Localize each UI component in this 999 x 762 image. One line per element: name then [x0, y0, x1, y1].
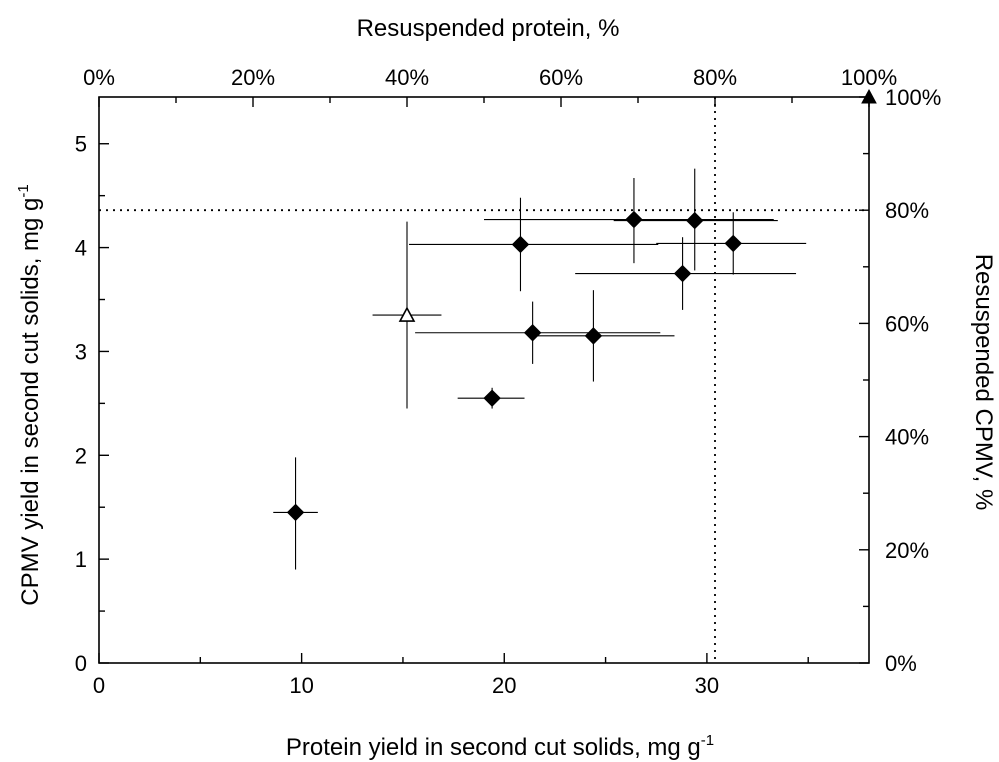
- y-tick-label: 2: [75, 443, 87, 468]
- data-markers: [286, 88, 877, 522]
- top-tick-label: 100%: [841, 65, 897, 90]
- top-tick-label: 40%: [385, 65, 429, 90]
- data-point-diamond: [286, 503, 305, 522]
- x-tick-label: 0: [93, 673, 105, 698]
- axes: [98, 96, 870, 664]
- top-tick-label: 80%: [693, 65, 737, 90]
- data-point-diamond: [584, 327, 603, 345]
- y-tick-label: 1: [75, 547, 87, 572]
- tick-labels: 0 10 20 30 0 1 2 3 4 5 0% 20% 40% 60% 80% 100% 0% 20% 40% 6…: [75, 65, 942, 698]
- x-tick-label: 10: [289, 673, 313, 698]
- tick-marks: [98, 96, 870, 664]
- plot-frame: [98, 96, 870, 664]
- y-axis-title-superscript: -1: [15, 184, 32, 197]
- top-tick-label: 0%: [83, 65, 115, 90]
- reference-lines: [99, 97, 869, 663]
- error-bars: [273, 96, 870, 570]
- x-axis-title: Protein yield in second cut solids, mg g…: [286, 732, 714, 761]
- right-tick-label: 40%: [885, 425, 929, 450]
- data-point-open-triangle: [398, 306, 416, 322]
- data-point-diamond: [673, 264, 692, 283]
- top-tick-label: 60%: [539, 65, 583, 90]
- y-tick-label: 4: [75, 236, 87, 261]
- y-tick-label: 3: [75, 339, 87, 364]
- right-tick-label: 0%: [885, 651, 917, 676]
- right-tick-label: 80%: [885, 198, 929, 223]
- data-point-diamond: [523, 324, 542, 342]
- x-tick-label: 30: [695, 673, 719, 698]
- data-point-diamond: [686, 211, 704, 230]
- right-tick-label: 100%: [885, 85, 941, 110]
- top-axis-title: Resuspended protein, %: [357, 15, 620, 42]
- y-axis-title: CPMV yield in second cut solids, mg g-1: [15, 184, 44, 606]
- right-tick-label: 60%: [885, 311, 929, 336]
- right-tick-label: 20%: [885, 538, 929, 563]
- right-axis-title: Resuspended CPMV, %: [970, 254, 997, 511]
- data-point-filled-triangle: [861, 88, 877, 104]
- data-point-diamond: [483, 389, 501, 407]
- x-axis-title-superscript: -1: [701, 732, 714, 749]
- x-tick-label: 20: [492, 673, 516, 698]
- y-tick-label: 5: [75, 132, 87, 157]
- top-tick-label: 20%: [231, 65, 275, 90]
- data-point-diamond: [724, 234, 742, 253]
- data-point-diamond: [511, 235, 530, 254]
- data-point-diamond: [625, 210, 643, 229]
- y-tick-label: 0: [75, 651, 87, 676]
